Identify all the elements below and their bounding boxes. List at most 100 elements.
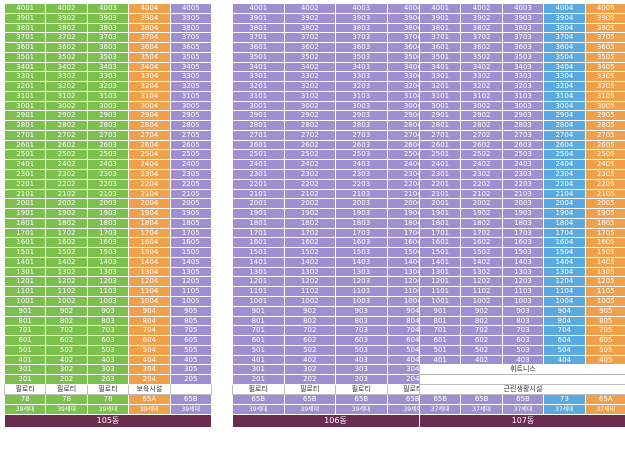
unit-cell: 2305: [169, 169, 212, 180]
unit-cell: 1601: [3, 237, 47, 249]
unit-cell: 1402: [460, 256, 503, 268]
unit-type-area: 65B: [501, 393, 545, 405]
household-count: 37세대: [418, 403, 462, 415]
unit-cell: 1203: [86, 276, 130, 288]
unit-cell: 1403: [335, 256, 388, 268]
unit-cell: 3003: [86, 100, 130, 112]
unit-cell: 1101: [232, 286, 285, 297]
unit-cell: 2701: [3, 129, 47, 141]
unit-cell: 701: [3, 325, 47, 337]
floor-row: 2301 2302 2303 2304: [232, 169, 439, 180]
unit-cell: 2201: [3, 178, 47, 190]
unit-cell: 3302: [45, 71, 88, 83]
unit-cell: 3301: [418, 71, 462, 83]
unit-table: 4001 4002 4003 4004 4005 3901 3902 3903 3904 3905…: [418, 3, 625, 428]
floor-row: 3101 3102 3103 3104 3105: [3, 90, 212, 102]
unit-cell: 3405: [169, 61, 212, 73]
unit-cell: 202: [45, 374, 88, 385]
unit-cell: 1404: [543, 256, 586, 268]
unit-cell: 3002: [460, 100, 503, 112]
unit-cell: 2102: [460, 188, 503, 200]
unit-cell: 3203: [86, 81, 130, 92]
unit-cell: 2904: [128, 110, 171, 122]
unit-cell: 1001: [232, 295, 285, 307]
floor-row: 3801 3802 3803 3804: [232, 22, 439, 34]
unit-cell: 1605: [169, 237, 212, 249]
unit-cell: 3002: [283, 100, 336, 112]
floor-row: 1501 1502 1503 1504: [232, 247, 439, 258]
unit-cell: 2802: [283, 120, 336, 131]
unit-cell: 2302: [283, 169, 336, 180]
unit-cell: 503: [501, 344, 545, 356]
unit-cell: 3103: [86, 90, 130, 102]
floor-row: 2401 2402 2403 2404 2405: [3, 159, 212, 171]
unit-cell: 1202: [283, 276, 336, 288]
unit-cell: 4003: [501, 3, 545, 14]
unit-cell: 1004: [128, 295, 171, 307]
unit-cell: 3603: [335, 42, 388, 53]
unit-cell: 1202: [45, 276, 88, 288]
unit-cell: 2405: [169, 159, 212, 171]
unit-cell: 2903: [501, 110, 545, 122]
unit-cell: 2301: [418, 169, 462, 180]
unit-cell: 301: [3, 364, 47, 376]
unit-cell: 3305: [584, 71, 625, 83]
floor-row: 1201 1202 1203 1204 1205: [418, 276, 625, 288]
unit-cell: 605: [584, 335, 625, 346]
floor-row: 3301 3302 3303 3304 3305: [418, 71, 625, 83]
floor-row: 3401 3402 3403 3404: [232, 61, 439, 73]
unit-cell: 2405: [584, 159, 625, 171]
unit-cell: 2903: [335, 110, 388, 122]
floor-row: 2801 2802 2803 2804: [232, 120, 439, 131]
unit-cell: 1603: [86, 237, 130, 249]
floor-row: 1601 1602 1603 1604: [232, 237, 439, 249]
unit-cell: 4004: [543, 3, 586, 14]
unit-cell: 1503: [86, 247, 130, 258]
household-count: 39세대: [283, 403, 336, 415]
unit-cell: 2104: [543, 188, 586, 200]
unit-cell: 202: [283, 374, 336, 385]
unit-cell: 3502: [45, 51, 88, 63]
unit-cell: 3602: [283, 42, 336, 53]
unit-cell: 3702: [460, 32, 503, 44]
building-107-grid: 4001 4002 4003 4004 4005 3901 3902 3903 3904 3905…: [418, 3, 625, 428]
unit-cell: 301: [232, 364, 285, 376]
unit-cell: 1803: [501, 217, 545, 229]
unit-cell: 1801: [232, 217, 285, 229]
floor-row: 1301 1302 1303 1304 1305: [418, 266, 625, 278]
unit-cell: 1603: [335, 237, 388, 249]
unit-cell: 2605: [584, 139, 625, 151]
unit-cell: 1301: [232, 266, 285, 278]
unit-cell: 205: [169, 374, 212, 385]
unit-cell: 3701: [232, 32, 285, 44]
unit-cell: 2403: [335, 159, 388, 171]
unit-cell: 2604: [543, 139, 586, 151]
unit-cell: 405: [584, 354, 625, 366]
unit-cell: 2205: [584, 178, 625, 190]
floor-row: 3301 3302 3303 3304: [232, 71, 439, 83]
floor-row: 1801 1802 1803 1804: [232, 217, 439, 229]
unit-cell: 901: [232, 305, 285, 317]
unit-cell: 3105: [584, 90, 625, 102]
unit-cell: 2503: [335, 149, 388, 161]
unit-cell: 1102: [460, 286, 503, 297]
unit-cell: 2605: [169, 139, 212, 151]
unit-cell: 2904: [543, 110, 586, 122]
unit-cell: 1704: [543, 227, 586, 239]
floor-row: 2001 2002 2003 2004 2005: [3, 198, 212, 210]
floor-row: 201 202 203 204: [232, 374, 439, 385]
unit-cell: 503: [335, 344, 388, 356]
floor-row: 301 302 303 304: [232, 364, 439, 376]
floor-row: 3901 3902 3903 3904 3905: [418, 12, 625, 24]
unit-cell: 2403: [501, 159, 545, 171]
unit-cell: 602: [45, 335, 88, 346]
unit-cell: 3402: [460, 61, 503, 73]
facility-spacer: [419, 374, 625, 385]
unit-cell: 1503: [501, 247, 545, 258]
unit-table: 4001 4002 4003 4004 4005 3901 3902 3903 3904 3905…: [3, 3, 212, 428]
unit-cell: 3205: [584, 81, 625, 92]
unit-cell: 2003: [501, 198, 545, 210]
floor-row: 4001 4002 4003 4004 4005: [418, 3, 625, 14]
floor-row: 1601 1602 1603 1604 1605: [418, 237, 625, 249]
unit-cell: 3202: [45, 81, 88, 92]
